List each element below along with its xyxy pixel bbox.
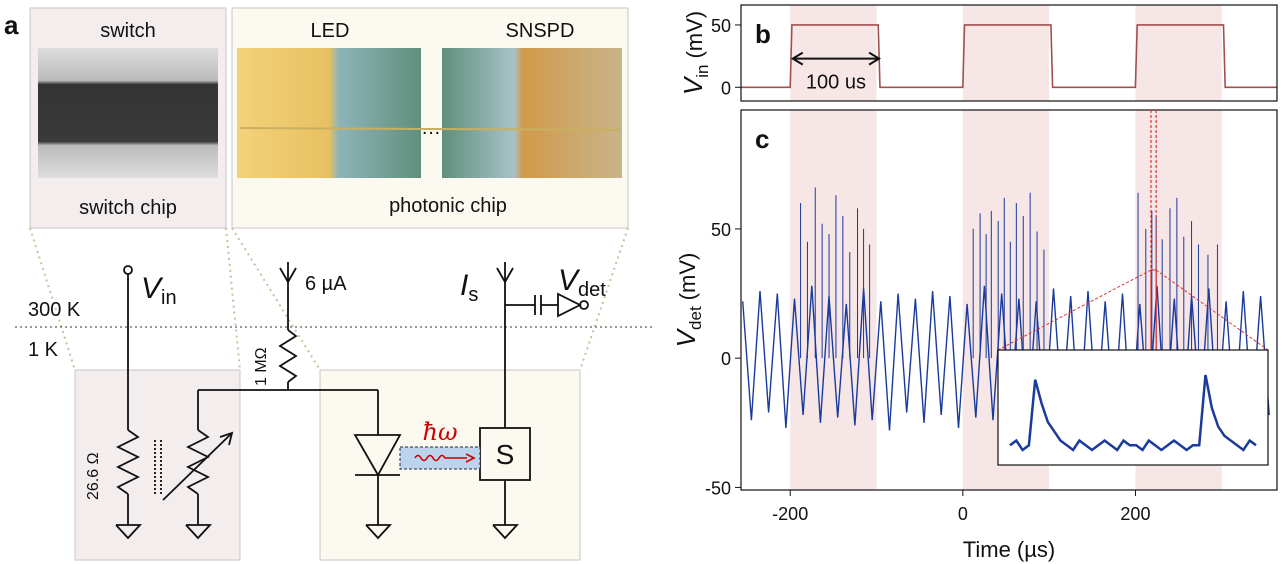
x-tick-label: -200 (772, 504, 808, 524)
data-line (741, 24, 1277, 89)
y-label-sub: in (693, 65, 712, 78)
bias-label: 6 µA (305, 273, 347, 295)
plot-frame (740, 109, 1278, 491)
vdet-label: Vdet (558, 264, 606, 301)
is-symbol: I (460, 269, 468, 302)
snspd-title: SNSPD (506, 20, 575, 42)
photon-label: ħω (422, 418, 457, 446)
y-tick-label: 50 (711, 220, 731, 240)
y-label-unit: (mV) (675, 253, 700, 301)
temp-cold: 1 K (28, 339, 59, 361)
panel-label: c (755, 124, 769, 154)
inset-trace (1009, 374, 1257, 452)
y-label-unit: (mV) (682, 11, 707, 59)
shaded-window (790, 5, 877, 101)
led-image (237, 48, 421, 178)
callout-lines (29, 227, 629, 371)
x-tick-label: 200 (1120, 504, 1150, 524)
annotation-text: 100 us (806, 72, 866, 94)
annotation-head (868, 51, 882, 66)
y-axis-label: Vdet (mV) (671, 253, 705, 348)
photon-arrow-head (465, 453, 476, 463)
r-switch-label: 26.6 Ω (85, 452, 102, 500)
zoom-connector (997, 269, 1152, 351)
snspd-image (442, 48, 622, 178)
switch-caption: switch chip (79, 197, 177, 219)
vdet-symbol: V (558, 264, 581, 297)
switch-title: switch (100, 20, 156, 42)
photon-arrow (414, 454, 467, 462)
y-tick-label: 0 (721, 349, 731, 369)
zoom-connector (1155, 269, 1269, 351)
shaded-window (1135, 5, 1222, 101)
y-label-symbol: V (671, 327, 701, 347)
panel-label: b (755, 19, 771, 49)
ellipsis: … (421, 117, 441, 139)
temp-room: 300 K (28, 299, 81, 321)
vin-sub: in (161, 287, 177, 309)
vin-label: Vin (141, 272, 177, 309)
vdet-sub: det (578, 279, 606, 301)
switch-image (38, 48, 218, 178)
y-label-sub: det (686, 306, 705, 330)
r-bias-label: 1 MΩ (253, 347, 270, 386)
y-tick-label: 50 (711, 16, 731, 36)
is-sub: s (468, 284, 478, 306)
shaded-window (962, 5, 1050, 101)
switch-box (74, 369, 241, 561)
detector-label: S (496, 439, 515, 470)
inset-frame (997, 349, 1269, 466)
panel-label: a (4, 10, 19, 40)
x-tick-label: 0 (958, 504, 968, 524)
is-label: Is (460, 269, 478, 306)
circuit (115, 262, 589, 540)
y-tick-label: 0 (721, 78, 731, 98)
photon-waveguide (399, 446, 481, 470)
led-title: LED (311, 20, 350, 42)
y-label-symbol: V (678, 75, 708, 95)
x-axis-label: Time (µs) (963, 537, 1056, 562)
y-tick-label: -50 (705, 478, 731, 498)
plot-frame (740, 4, 1278, 102)
shaded-window (790, 110, 877, 490)
photonic-caption: photonic chip (389, 195, 507, 217)
vin-symbol: V (141, 272, 164, 305)
annotation-head (790, 51, 804, 66)
y-axis-label: Vin (mV) (678, 11, 712, 95)
waveguide (239, 127, 621, 131)
